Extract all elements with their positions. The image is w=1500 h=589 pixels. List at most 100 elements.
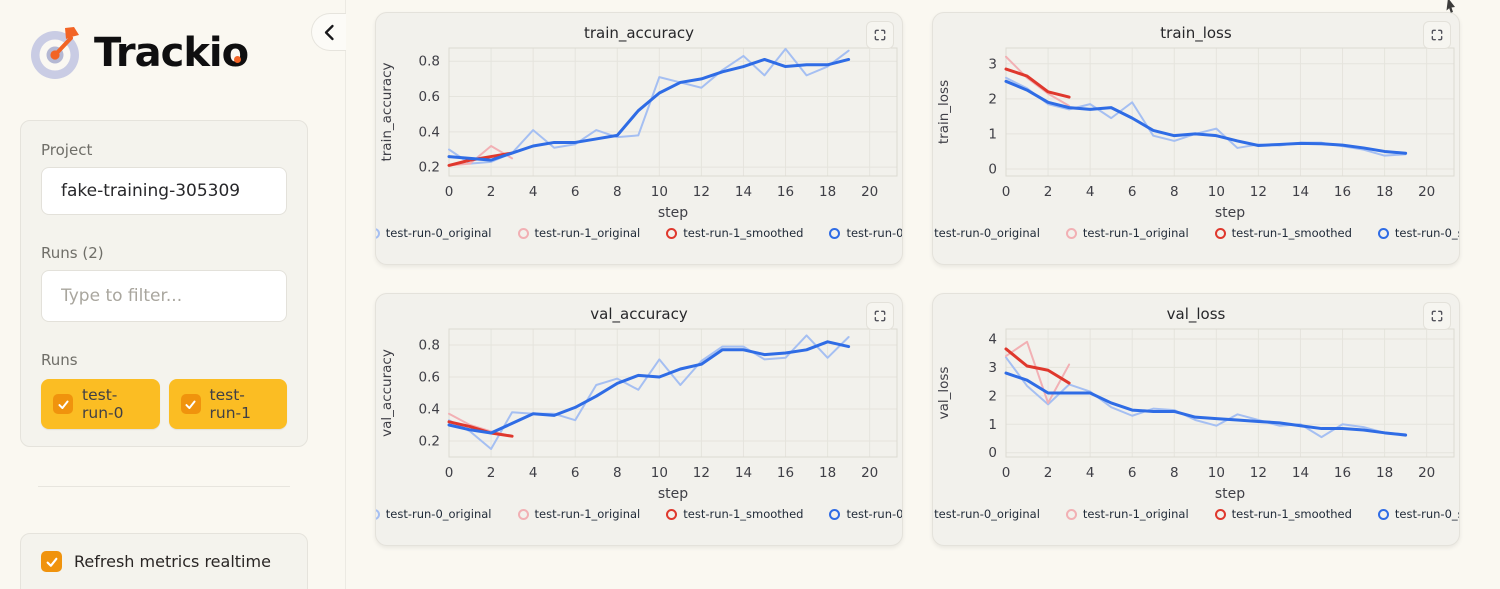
checkbox-checked-icon <box>180 394 201 414</box>
svg-text:train_loss: train_loss <box>936 80 952 144</box>
svg-text:0.6: 0.6 <box>419 370 440 386</box>
runs-filter-input[interactable] <box>41 270 287 322</box>
fullscreen-button[interactable] <box>866 302 894 330</box>
svg-text:6: 6 <box>571 184 580 200</box>
legend-item[interactable]: test-run-1_original <box>517 507 641 521</box>
chart-legend: test-run-0_original test-run-1_original te… <box>376 226 902 240</box>
sidebar-divider <box>38 486 290 487</box>
svg-text:6: 6 <box>1128 465 1137 481</box>
fullscreen-button[interactable] <box>1423 302 1451 330</box>
legend-item[interactable]: test-run-1_smoothed <box>666 226 803 240</box>
realtime-panel: Refresh metrics realtime <box>20 533 308 589</box>
fullscreen-button[interactable] <box>866 21 894 49</box>
legend-item[interactable]: test-run-0_sm <box>1377 507 1459 521</box>
chart-card-val-loss: val_loss 0 2 4 6 8 10 12 14 16 18 20 0 1 2 3 4 step val_l… <box>932 293 1460 546</box>
run-chip-label: test-run-1 <box>209 386 251 422</box>
svg-text:18: 18 <box>819 184 836 200</box>
svg-text:10: 10 <box>1208 184 1225 200</box>
checkbox-checked-icon <box>41 551 62 572</box>
svg-text:10: 10 <box>651 184 668 200</box>
svg-text:16: 16 <box>777 465 794 481</box>
svg-text:18: 18 <box>819 465 836 481</box>
svg-text:20: 20 <box>861 465 878 481</box>
svg-text:6: 6 <box>1128 184 1137 200</box>
svg-text:step: step <box>658 205 688 221</box>
svg-text:4: 4 <box>1086 465 1095 481</box>
refresh-realtime-label: Refresh metrics realtime <box>74 552 271 571</box>
legend-marker-icon <box>517 227 529 239</box>
app-logo: Trackio <box>28 24 249 82</box>
svg-text:2: 2 <box>487 465 496 481</box>
svg-text:16: 16 <box>777 184 794 200</box>
legend-item[interactable]: test-run-1_original <box>1065 507 1189 521</box>
svg-text:2: 2 <box>988 91 997 107</box>
app-title: Trackio <box>94 30 249 76</box>
legend-label: test-run-1_smoothed <box>1231 507 1352 521</box>
svg-text:20: 20 <box>1418 184 1435 200</box>
legend-item[interactable]: test-run-0_sm <box>1377 226 1459 240</box>
refresh-realtime-toggle[interactable]: Refresh metrics realtime <box>41 551 287 572</box>
project-input[interactable] <box>41 167 287 215</box>
legend-label: test-run-1_smoothed <box>683 507 804 521</box>
sidebar-collapse-button[interactable] <box>311 13 346 51</box>
svg-text:2: 2 <box>988 388 997 404</box>
chart-plot[interactable]: 0 2 4 6 8 10 12 14 16 18 20 0.2 0.4 0.6 0.8 step train_a… <box>376 44 903 226</box>
svg-text:0.4: 0.4 <box>419 124 440 140</box>
svg-text:0: 0 <box>988 445 997 461</box>
chart-legend: test-run-0_original test-run-1_original te… <box>376 507 902 521</box>
svg-text:0: 0 <box>445 184 454 200</box>
svg-text:0: 0 <box>988 161 997 177</box>
expand-icon <box>1431 29 1443 41</box>
legend-marker-icon <box>1377 227 1389 239</box>
svg-text:0.2: 0.2 <box>419 434 440 450</box>
legend-label: test-run-0_sm <box>1394 226 1459 240</box>
svg-text:0.6: 0.6 <box>419 89 440 105</box>
expand-icon <box>874 29 886 41</box>
legend-item[interactable]: test-run-1_smoothed <box>666 507 803 521</box>
chart-plot[interactable]: 0 2 4 6 8 10 12 14 16 18 20 0.2 0.4 0.6 0.8 step val_acc… <box>376 325 903 507</box>
run-chip-test-run-0[interactable]: test-run-0 <box>41 379 160 429</box>
legend-item[interactable]: test-run-0_original <box>376 507 492 521</box>
fullscreen-button[interactable] <box>1423 21 1451 49</box>
svg-text:18: 18 <box>1376 184 1393 200</box>
legend-marker-icon <box>1377 508 1389 520</box>
svg-text:12: 12 <box>693 184 710 200</box>
legend-label: test-run-1_original <box>534 507 641 521</box>
legend-label: test-run-1_original <box>1082 507 1189 521</box>
legend-item[interactable]: test-run-0_ <box>829 507 902 521</box>
legend-label: test-run-1_smoothed <box>1231 226 1352 240</box>
chart-title: train_accuracy <box>583 24 695 42</box>
legend-item[interactable]: test-run-1_original <box>1065 226 1189 240</box>
run-chip-test-run-1[interactable]: test-run-1 <box>168 379 287 429</box>
target-logo-icon <box>31 27 79 79</box>
run-chips: test-run-0 test-run-1 <box>41 379 287 429</box>
legend-item[interactable]: test-run-0_original <box>933 226 1040 240</box>
chart-title: val_accuracy <box>590 305 688 323</box>
svg-text:3: 3 <box>988 56 997 72</box>
svg-text:10: 10 <box>651 465 668 481</box>
svg-text:val_accuracy: val_accuracy <box>379 349 395 437</box>
svg-text:10: 10 <box>1208 465 1225 481</box>
run-chip-label: test-run-0 <box>82 386 124 422</box>
svg-text:0.2: 0.2 <box>419 160 440 176</box>
svg-text:0.8: 0.8 <box>419 338 440 354</box>
svg-text:12: 12 <box>1250 184 1267 200</box>
chart-title: val_loss <box>1166 305 1226 323</box>
svg-text:val_loss: val_loss <box>936 367 952 420</box>
legend-item[interactable]: test-run-0_ <box>829 226 902 240</box>
svg-text:step: step <box>1215 486 1245 502</box>
legend-item[interactable]: test-run-1_original <box>517 226 640 240</box>
svg-text:12: 12 <box>693 465 710 481</box>
svg-text:1: 1 <box>988 417 997 433</box>
svg-text:0: 0 <box>1002 184 1011 200</box>
checkbox-checked-icon <box>53 394 73 414</box>
legend-label: test-run-0_ <box>846 507 902 521</box>
legend-item[interactable]: test-run-0_original <box>933 507 1040 521</box>
svg-text:18: 18 <box>1376 465 1393 481</box>
runs-label: Runs <box>41 351 78 369</box>
legend-item[interactable]: test-run-1_smoothed <box>1214 507 1352 521</box>
legend-item[interactable]: test-run-1_smoothed <box>1214 226 1352 240</box>
legend-item[interactable]: test-run-0_original <box>376 226 492 240</box>
